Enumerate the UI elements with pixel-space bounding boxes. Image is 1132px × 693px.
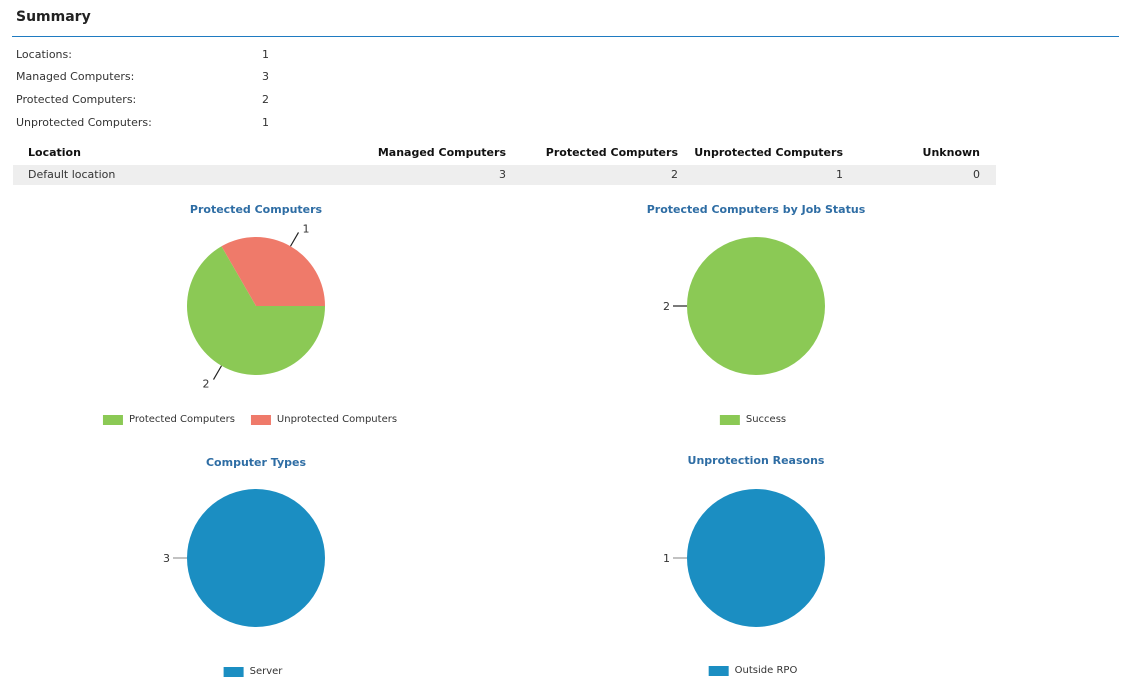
pie-chart-unprotection-reasons: 1 — [663, 489, 825, 627]
pie-chart-computer-types: 3 — [163, 489, 325, 627]
pie-slice-outside-rpo[interactable] — [687, 489, 825, 627]
stat-label: Managed Computers: — [16, 70, 135, 83]
legend-item[interactable]: Outside RPO — [708, 665, 798, 676]
cell-location: Default location — [28, 168, 116, 181]
legend-item[interactable]: Server — [223, 666, 283, 677]
legend-label: Success — [745, 414, 787, 425]
data-label: 3 — [163, 552, 170, 565]
legend-item[interactable]: Unprotected Computers — [250, 414, 398, 425]
legend-job-status: Success — [719, 414, 787, 425]
column-header-unprotected[interactable]: Unprotected Computers — [694, 146, 843, 159]
chart-title-computer-types: Computer Types — [205, 456, 307, 469]
legend-label: Server — [249, 666, 283, 677]
legend-swatch-success — [719, 414, 740, 425]
legend-item[interactable]: Protected Computers — [102, 414, 235, 425]
pie-slice-success[interactable] — [687, 237, 825, 375]
cell-unprotected: 1 — [836, 168, 843, 181]
cell-managed: 3 — [499, 168, 506, 181]
column-header-protected[interactable]: Protected Computers — [545, 146, 678, 159]
column-header-managed[interactable]: Managed Computers — [377, 146, 506, 159]
stat-label: Protected Computers: — [16, 93, 137, 106]
legend-label: Protected Computers — [128, 414, 235, 425]
stat-label: Unprotected Computers: — [16, 116, 152, 129]
legend-swatch-unprotected — [250, 414, 271, 425]
stat-value: 1 — [262, 48, 269, 61]
leader-line — [212, 365, 223, 380]
stat-value: 2 — [262, 93, 269, 106]
legend-protected-computers: Protected Computers Unprotected Computer… — [102, 414, 398, 425]
column-header-location[interactable]: Location — [28, 146, 81, 159]
legend-computer-types: Server — [223, 666, 283, 677]
stat-label: Locations: — [16, 48, 72, 61]
legend-label: Unprotected Computers — [276, 414, 398, 425]
leader-line — [289, 232, 300, 247]
title-divider — [12, 36, 1119, 37]
stat-value: 1 — [262, 116, 269, 129]
table-row[interactable]: Default location 3 2 1 0 — [13, 165, 996, 185]
data-label: 2 — [203, 378, 210, 391]
pie-slice-protected-computers[interactable] — [187, 246, 325, 375]
legend-swatch-server — [223, 666, 244, 677]
legend-label: Outside RPO — [734, 665, 798, 676]
page-title: Summary — [16, 9, 91, 25]
pie-slice-unprotected-computers[interactable] — [221, 237, 326, 306]
chart-title-protected-computers: Protected Computers — [189, 203, 323, 216]
chart-title-unprotection-reasons: Unprotection Reasons — [687, 454, 825, 467]
pie-chart-job-status: 2 — [663, 237, 825, 375]
legend-item[interactable]: Success — [719, 414, 787, 425]
data-label: 1 — [663, 552, 670, 565]
chart-title-job-status: Protected Computers by Job Status — [646, 203, 866, 216]
column-header-unknown[interactable]: Unknown — [922, 146, 980, 159]
legend-swatch-outside-rpo — [708, 665, 729, 676]
data-label: 1 — [303, 222, 310, 235]
pie-chart-protected-computers: 21 — [187, 222, 326, 391]
locations-table: Location Managed Computers Protected Com… — [13, 143, 996, 185]
table-header: Location Managed Computers Protected Com… — [13, 143, 996, 163]
legend-swatch-protected — [102, 414, 123, 425]
pie-slice-server[interactable] — [187, 489, 325, 627]
cell-unknown: 0 — [973, 168, 980, 181]
legend-unprotection-reasons: Outside RPO — [708, 665, 798, 676]
stat-value: 3 — [262, 70, 269, 83]
data-label: 2 — [663, 300, 670, 313]
cell-protected: 2 — [671, 168, 678, 181]
